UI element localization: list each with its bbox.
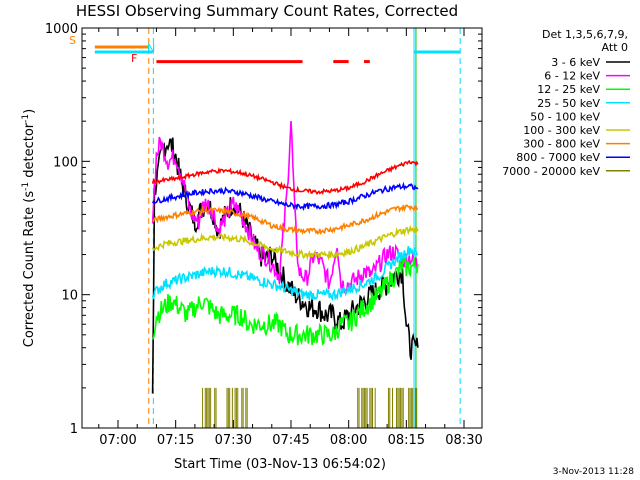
x-tick-label: 08:15 — [388, 433, 425, 448]
legend-label-2: 12 - 25 keV — [537, 83, 600, 96]
x-tick-label: 08:00 — [330, 433, 367, 448]
x-axis-ticks: 07:00 07:15 07:30 07:45 08:00 08:15 08:30 — [98, 28, 483, 448]
x-tick-label: 07:15 — [157, 433, 194, 448]
series-100-300-kev — [151, 224, 419, 261]
legend-label-1: 6 - 12 keV — [544, 70, 600, 83]
plot-area — [94, 28, 461, 428]
series-300-800-kev — [152, 204, 419, 236]
series-12-25-kev — [151, 256, 419, 346]
x-tick-label: 07:00 — [99, 433, 136, 448]
legend-label-4: 50 - 100 keV — [530, 110, 600, 123]
legend-label-6: 300 - 800 keV — [523, 138, 600, 151]
legend-header-detectors: Det 1,3,5,6,7,9, — [542, 28, 628, 41]
flag-letter-s: S — [69, 34, 76, 47]
y-tick-label: 1000 — [45, 22, 78, 37]
x-tick-label: 07:30 — [215, 433, 252, 448]
x-axis-label: Start Time (03-Nov-13 06:54:02) — [174, 457, 386, 472]
legend-header-attenuator: Att 0 — [602, 41, 628, 54]
legend-label-0: 3 - 6 keV — [551, 56, 600, 69]
legend-label-7: 800 - 7000 keV — [516, 151, 600, 164]
legend-label-3: 25 - 50 keV — [537, 97, 600, 110]
y-axis-ticks: 1 10 100 1000 — [45, 22, 482, 437]
y-axis-label: Corrected Count Rate (s-1 detector-1) — [21, 109, 37, 347]
y-tick-label: 1 — [70, 422, 78, 437]
legend-label-5: 100 - 300 keV — [523, 124, 600, 137]
footer-date: 3-Nov-2013 11:28 — [553, 467, 635, 477]
plot-content — [94, 28, 461, 428]
x-tick-label: 07:45 — [272, 433, 309, 448]
flag-letter-f: F — [131, 52, 137, 65]
flag-letter-n: N — [147, 42, 155, 55]
x-tick-label: 08:30 — [445, 433, 482, 448]
series-red-top — [151, 159, 419, 196]
y-tick-label: 100 — [53, 155, 78, 170]
series-25-50-kev — [151, 246, 418, 302]
legend-label-8: 7000 - 20000 keV — [502, 165, 600, 178]
y-tick-label: 10 — [61, 289, 78, 304]
plot-frame — [81, 27, 483, 429]
chart-title: HESSI Observing Summary Count Rates, Cor… — [76, 2, 458, 20]
series-800-7000-kev — [151, 181, 419, 212]
